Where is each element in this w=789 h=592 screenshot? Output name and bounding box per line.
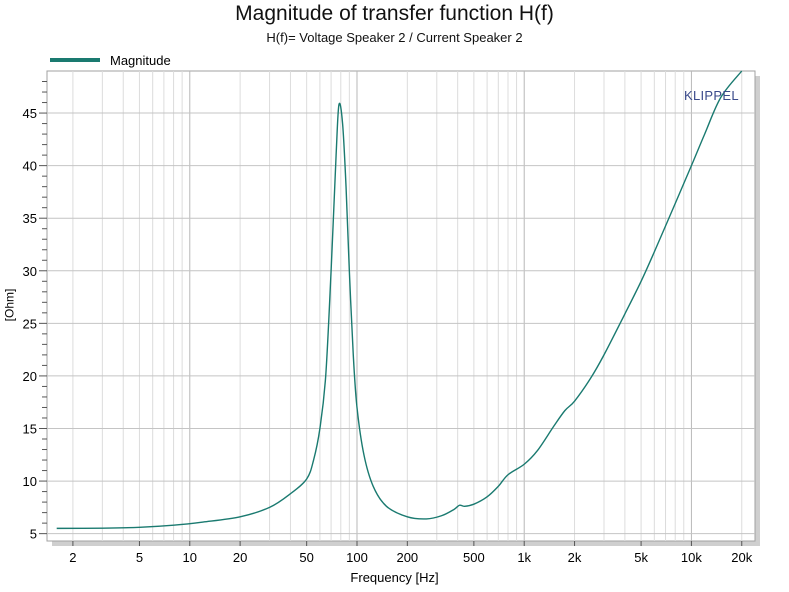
grid-minor — [72, 71, 743, 541]
x-tick-label: 20 — [233, 550, 247, 565]
x-tick-label: 20k — [731, 550, 752, 565]
y-tick-label: 20 — [23, 369, 37, 384]
x-tick-label: 500 — [463, 550, 485, 565]
legend-swatch — [50, 58, 100, 62]
x-axis-ticks: 2 5 10 20 50 100 200 500 1k 2k 5k 10k 20k — [69, 541, 753, 565]
x-tick-label: 200 — [396, 550, 418, 565]
y-tick-label: 5 — [30, 527, 37, 542]
y-tick-label: 25 — [23, 316, 37, 331]
y-tick-label: 10 — [23, 474, 37, 489]
plot-area — [46, 70, 756, 542]
y-tick-label: 45 — [23, 106, 37, 121]
x-tick-label: 5k — [634, 550, 648, 565]
klippel-watermark: KLIPPEL — [684, 88, 739, 103]
x-tick-label: 100 — [346, 550, 368, 565]
y-tick-label: 40 — [23, 159, 37, 174]
legend: Magnitude — [50, 51, 171, 69]
x-tick-label: 1k — [517, 550, 531, 565]
series-layer — [56, 70, 743, 530]
y-tick-label: 15 — [23, 421, 37, 436]
x-tick-label: 10 — [183, 550, 197, 565]
chart-title: Magnitude of transfer function H(f) — [235, 2, 554, 25]
x-tick-label: 10k — [681, 550, 702, 565]
legend-label: Magnitude — [110, 52, 171, 68]
x-tick-label: 50 — [299, 550, 313, 565]
grid-major — [47, 71, 755, 541]
x-tick-label: 2k — [568, 550, 582, 565]
y-axis-ticks: 5 10 15 20 25 30 35 40 45 — [23, 81, 47, 542]
chart-subtitle: H(f)= Voltage Speaker 2 / Current Speake… — [266, 30, 523, 45]
y-tick-label: 30 — [23, 264, 37, 279]
y-axis-label: [Ohm] — [2, 288, 17, 322]
x-axis-label: Frequency [Hz] — [350, 570, 439, 585]
x-tick-label: 5 — [136, 550, 143, 565]
series-line-magnitude — [56, 70, 743, 530]
y-tick-label: 35 — [23, 211, 37, 226]
x-tick-label: 2 — [69, 550, 76, 565]
